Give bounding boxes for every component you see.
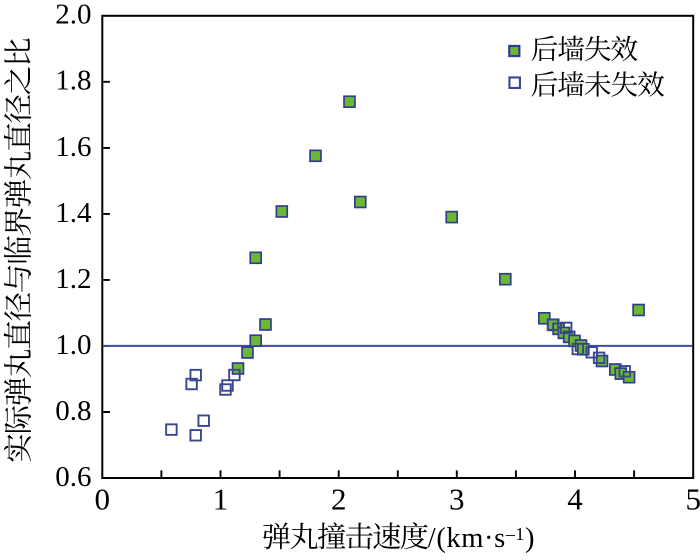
svg-text:1.8: 1.8 <box>55 65 91 97</box>
svg-text:5: 5 <box>685 482 700 517</box>
svg-text:0.8: 0.8 <box>55 395 91 427</box>
svg-text:1.2: 1.2 <box>55 263 91 295</box>
svg-text:4: 4 <box>567 482 583 517</box>
svg-text:0.6: 0.6 <box>55 461 91 493</box>
svg-text:1.6: 1.6 <box>55 131 91 163</box>
svg-text:2.0: 2.0 <box>55 0 91 31</box>
svg-text:2: 2 <box>331 482 347 517</box>
svg-text:1: 1 <box>213 482 229 517</box>
svg-text:1.4: 1.4 <box>55 197 92 229</box>
svg-text:3: 3 <box>449 482 465 517</box>
svg-text:1.0: 1.0 <box>55 329 91 361</box>
svg-text:0: 0 <box>95 482 111 517</box>
